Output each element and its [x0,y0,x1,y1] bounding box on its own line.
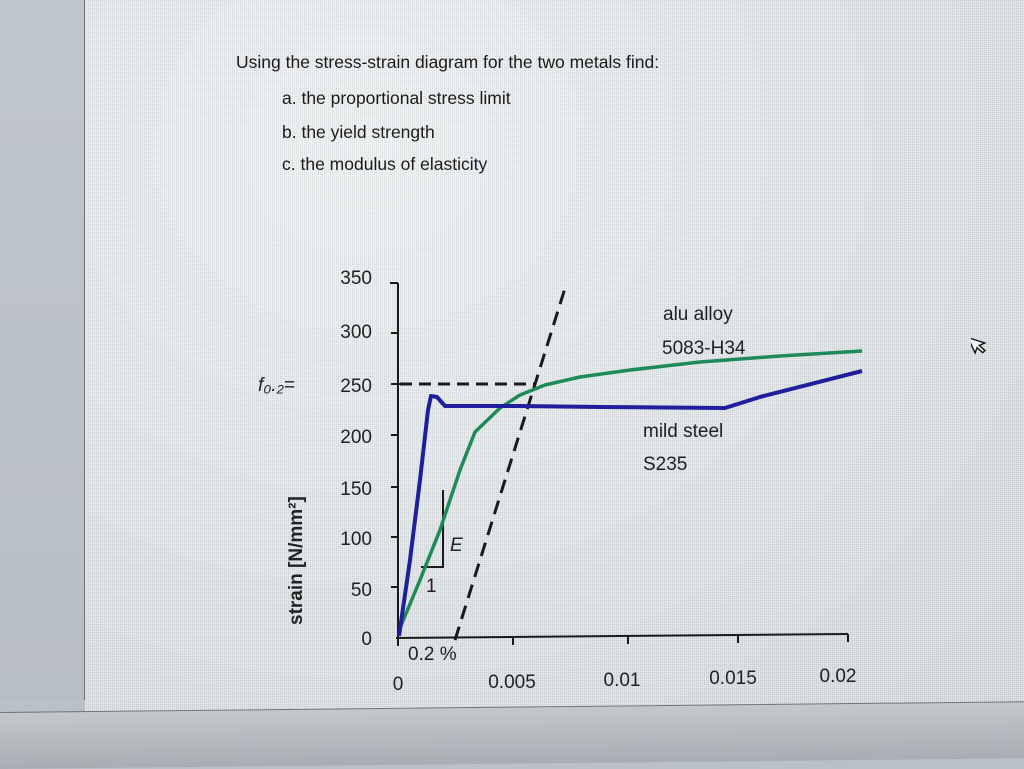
x-tick-0: 0 [393,674,404,695]
f02-label: f₀.₂= [258,375,295,396]
x-tick-001: 0.01 [604,670,641,691]
steel-label-line2: S235 [643,454,687,475]
y-tick-0: 0 [361,629,372,650]
left-panel [0,0,85,700]
slope-e-label: E [450,535,463,556]
mouse-pointer-icon [971,336,987,355]
question-item-b: b. the yield strength [282,122,435,142]
question-item-a: a. the proportional stress limit [282,88,511,108]
steel-label-line1: mild steel [643,421,723,442]
offset-label: 0.2 % [408,644,457,665]
question-item-c: c. the modulus of elasticity [282,154,488,174]
slope-triangle: E 1 [421,490,463,597]
x-tick-002: 0.02 [820,666,857,687]
slope-1-label: 1 [426,576,437,597]
document-page [85,0,1024,720]
x-axis: 0 0.005 0.01 0.015 0.02 0.2 % [393,633,857,695]
y-tick-150: 150 [340,479,372,500]
alu-alloy-curve [398,349,863,629]
alu-label-line2: 5083-H34 [662,338,746,359]
y-axis: 350 300 250 200 150 100 50 0 f₀.₂= strai… [258,268,405,650]
mild-steel-curve [397,369,863,637]
question-intro: Using the stress-strain diagram for the … [236,52,660,72]
y-tick-100: 100 [340,529,372,550]
y-tick-300: 300 [340,322,372,343]
y-tick-50: 50 [351,580,372,601]
alu-label-line1: alu alloy [663,304,733,325]
x-tick-0005: 0.005 [488,672,536,693]
offset-construction [400,284,568,641]
y-axis-title: strain [N/mm²] [286,496,307,625]
y-tick-350: 350 [340,268,372,289]
x-tick-0015: 0.015 [709,668,757,689]
y-tick-200: 200 [340,427,372,448]
y-tick-250: 250 [340,376,372,397]
